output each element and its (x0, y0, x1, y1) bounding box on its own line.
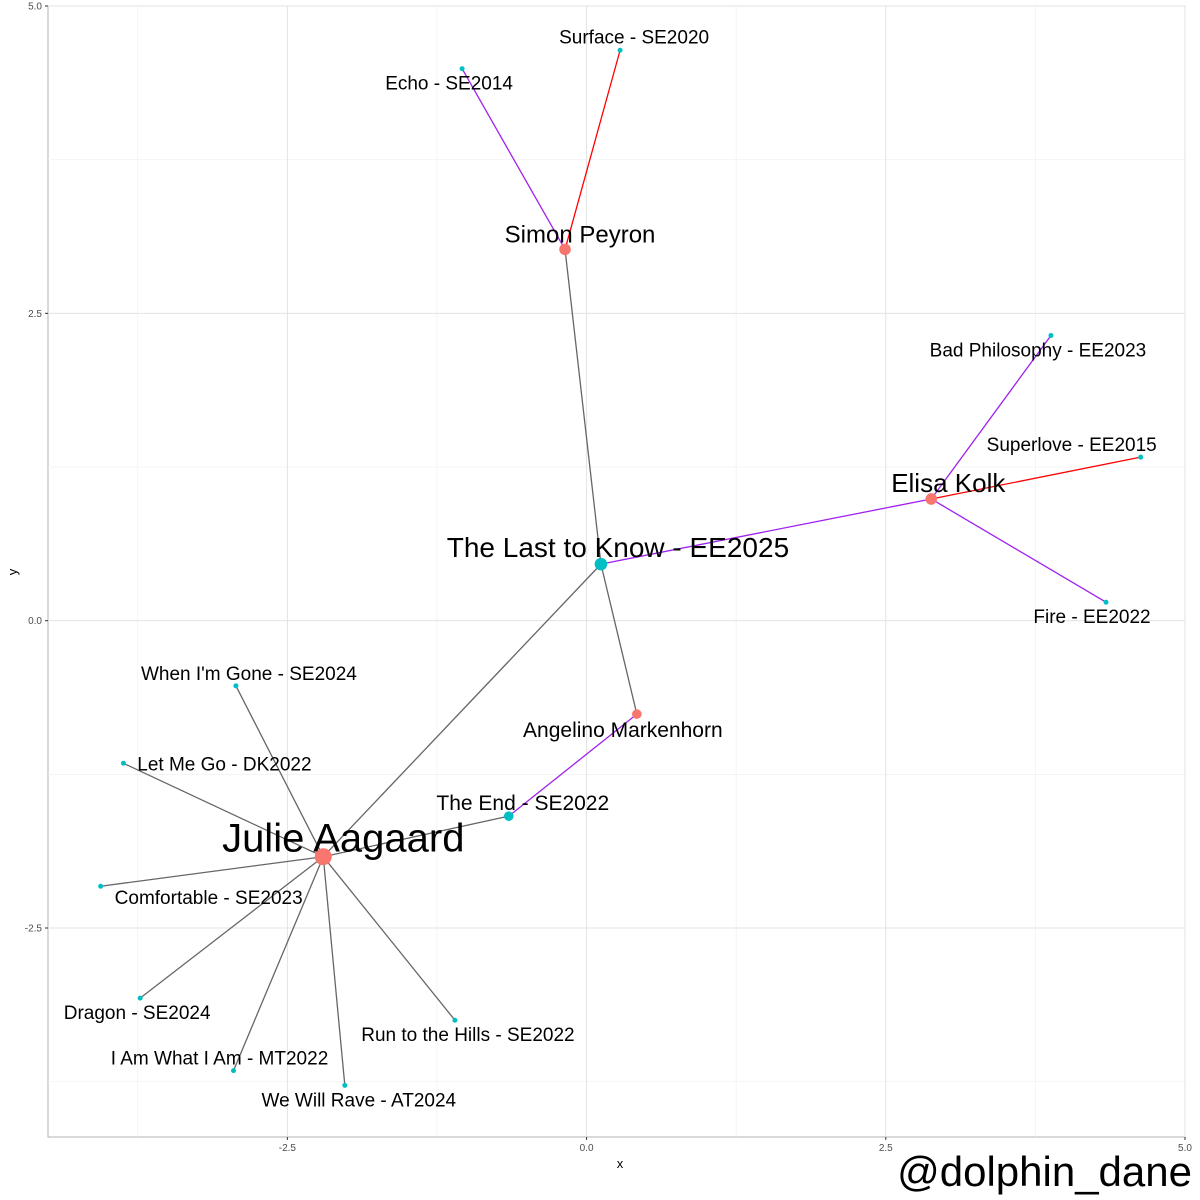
panel-background (47, 5, 1186, 1138)
edge-elisa-badphil (930, 335, 1052, 500)
label-dragon: Dragon - SE2024 (64, 1003, 211, 1024)
edge-simon-lasttoknow (564, 249, 602, 565)
node-echo (459, 66, 465, 72)
node-surface (617, 47, 623, 53)
y-axis-ticks: -2.5 0.0 2.5 5.0 (25, 2, 48, 935)
edge-julie-dragon (139, 856, 324, 999)
label-echo: Echo - SE2014 (385, 74, 513, 95)
node-whenimgone (233, 683, 239, 689)
label-surface: Surface - SE2020 (559, 27, 709, 48)
watermark-handle: @dolphin_dane (897, 1148, 1192, 1195)
node-theend (503, 811, 514, 821)
node-wewillrave (342, 1082, 348, 1088)
label-whenimgone: When I'm Gone - SE2024 (141, 664, 357, 685)
edge-julie-comfortable (100, 856, 324, 887)
x-tick-label: -2.5 (279, 1143, 297, 1154)
label-angelino: Angelino Markenhorn (523, 719, 723, 742)
node-fire (1103, 599, 1109, 605)
y-tick-label: -2.5 (25, 924, 43, 935)
edge-julie-iamwhat (232, 856, 324, 1071)
node-badphil (1048, 332, 1054, 338)
edge-simon-surface (564, 50, 621, 250)
edge-simon-echo (461, 68, 566, 250)
y-axis-title: y (5, 568, 20, 575)
nodes (98, 47, 1144, 1088)
label-iamwhat: I Am What I Am - MT2022 (111, 1049, 329, 1070)
label-superlove: Superlove - EE2015 (987, 435, 1157, 456)
label-wewillrave: We Will Rave - AT2024 (261, 1090, 456, 1111)
x-axis-title: x (617, 1156, 624, 1171)
node-superlove (1138, 454, 1144, 460)
label-fire: Fire - EE2022 (1033, 607, 1150, 628)
x-tick-label: 5.0 (1178, 1143, 1192, 1154)
label-runhills: Run to the Hills - SE2022 (361, 1025, 574, 1046)
label-lasttoknow: The Last to Know - EE2025 (447, 532, 789, 563)
y-tick-label: 5.0 (28, 2, 42, 13)
edge-elisa-fire (930, 498, 1107, 603)
label-comfortable: Comfortable - SE2023 (115, 888, 303, 909)
edge-julie-runhills (322, 856, 456, 1021)
node-elisa (925, 493, 938, 505)
edge-julie-letmego (123, 762, 324, 858)
label-elisa: Elisa Kolk (891, 468, 1006, 498)
label-julie: Julie Aagaard (222, 817, 464, 861)
node-labels: Julie Aagaard Simon Peyron Elisa Kolk Angel… (64, 27, 1157, 1111)
x-axis-ticks: -2.5 0.0 2.5 5.0 (279, 1137, 1192, 1154)
edge-elisa-superlove (931, 456, 1141, 500)
x-tick-label: 0.0 (580, 1143, 594, 1154)
edge-lasttoknow-angelino (600, 563, 638, 715)
node-comfortable (98, 883, 104, 889)
node-runhills (452, 1017, 458, 1023)
edge-lasttoknow-julie (322, 563, 602, 858)
node-lasttoknow (594, 557, 608, 571)
node-julie (314, 848, 332, 866)
y-tick-label: 2.5 (28, 309, 42, 320)
edge-angelino-theend (508, 713, 638, 817)
edge-julie-wewillrave (322, 856, 346, 1086)
x-tick-label: 2.5 (879, 1143, 893, 1154)
edge-lasttoknow-elisa (600, 498, 932, 565)
node-simon (559, 243, 571, 256)
major-gridlines (48, 5, 1186, 1137)
node-angelino (632, 709, 642, 719)
label-theend: The End - SE2022 (436, 792, 609, 815)
label-simon: Simon Peyron (505, 221, 656, 248)
node-dragon (137, 995, 143, 1001)
edges (100, 50, 1141, 1086)
edge-julie-whenimgone (235, 685, 324, 858)
y-tick-label: 0.0 (28, 616, 42, 627)
label-badphil: Bad Philosophy - EE2023 (930, 340, 1147, 361)
label-letmego: Let Me Go - DK2022 (137, 754, 311, 775)
minor-gridlines (48, 6, 1185, 1137)
edge-julie-theend (323, 815, 509, 858)
node-iamwhat (231, 1068, 237, 1074)
node-letmego (120, 760, 126, 766)
